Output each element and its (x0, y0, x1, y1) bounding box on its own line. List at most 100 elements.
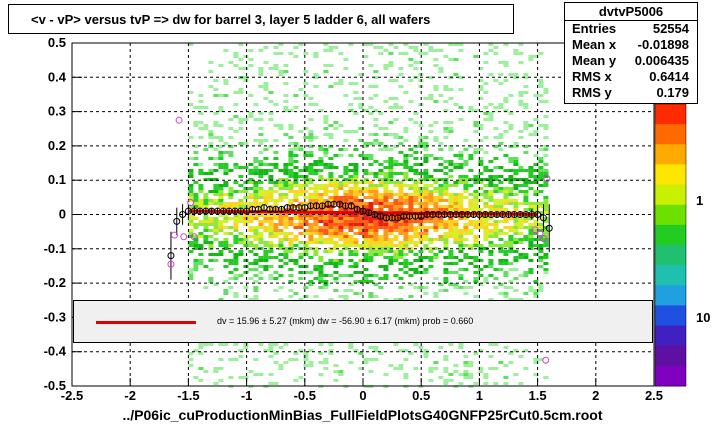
heatmap-cell (413, 208, 419, 211)
heatmap-cell (213, 169, 219, 172)
heatmap-cell (333, 265, 339, 268)
heatmap-cell (343, 223, 349, 226)
heatmap-cell (428, 208, 434, 211)
heatmap-cell (453, 43, 459, 46)
heatmap-cell (448, 283, 454, 286)
heatmap-cell (273, 157, 279, 160)
heatmap-cell (508, 199, 514, 202)
heatmap-cell (423, 145, 429, 148)
heatmap-cell (203, 229, 209, 232)
heatmap-cell (493, 223, 499, 226)
heatmap-cell (468, 220, 474, 223)
heatmap-cell (243, 205, 249, 208)
heatmap-cell (318, 208, 324, 211)
heatmap-cell (223, 232, 229, 235)
heatmap-cell (313, 250, 319, 253)
heatmap-cell (393, 97, 399, 100)
heatmap-cell (518, 190, 524, 193)
heatmap-cell (363, 247, 369, 250)
heatmap-cell (408, 196, 414, 199)
heatmap-cell (283, 82, 289, 85)
heatmap-cell (508, 190, 514, 193)
heatmap-cell (533, 289, 539, 292)
heatmap-cell (403, 163, 409, 166)
heatmap-cell (278, 244, 284, 247)
heatmap-cell (408, 262, 414, 265)
heatmap-cell (433, 121, 439, 124)
heatmap-cell (213, 94, 219, 97)
heatmap-cell (278, 181, 284, 184)
heatmap-cell (333, 199, 339, 202)
heatmap-cell (503, 64, 509, 67)
heatmap-cell (308, 247, 314, 250)
heatmap-cell (293, 223, 299, 226)
heatmap-cell (353, 250, 359, 253)
heatmap-cell (538, 256, 544, 259)
heatmap-cell (363, 226, 369, 229)
heatmap-cell (478, 259, 484, 262)
heatmap-cell (208, 172, 214, 175)
heatmap-cell (243, 190, 249, 193)
heatmap-cell (218, 124, 224, 127)
heatmap-cell (328, 229, 334, 232)
heatmap-cell (483, 151, 489, 154)
heatmap-cell (448, 193, 454, 196)
heatmap-cell (388, 106, 394, 109)
heatmap-cell (313, 55, 319, 58)
heatmap-cell (528, 235, 534, 238)
heatmap-cell (463, 373, 469, 376)
heatmap-cell (293, 166, 299, 169)
heatmap-cell (488, 343, 494, 346)
heatmap-cell (538, 205, 544, 208)
heatmap-cell (473, 235, 479, 238)
heatmap-cell (363, 229, 369, 232)
heatmap-cell (378, 244, 384, 247)
heatmap-cell (193, 226, 199, 229)
heatmap-cell (373, 346, 379, 349)
heatmap-cell (278, 346, 284, 349)
heatmap-cell (238, 190, 244, 193)
heatmap-cell (433, 223, 439, 226)
heatmap-cell (298, 376, 304, 379)
heatmap-cell (468, 184, 474, 187)
heatmap-cell (418, 226, 424, 229)
heatmap-cell (373, 187, 379, 190)
heatmap-cell (538, 286, 544, 289)
heatmap-cell (403, 259, 409, 262)
heatmap-cell (393, 274, 399, 277)
heatmap-cell (333, 247, 339, 250)
heatmap-cell (423, 232, 429, 235)
heatmap-cell (313, 247, 319, 250)
heatmap-cell (298, 223, 304, 226)
heatmap-cell (368, 97, 374, 100)
heatmap-cell (478, 172, 484, 175)
heatmap-cell (413, 244, 419, 247)
heatmap-cell (453, 154, 459, 157)
heatmap-cell (368, 253, 374, 256)
heatmap-cell (263, 193, 269, 196)
heatmap-cell (413, 259, 419, 262)
heatmap-cell (228, 202, 234, 205)
heatmap-cell (288, 142, 294, 145)
x-tick-label: 2.5 (645, 388, 663, 403)
heatmap-cell (283, 196, 289, 199)
heatmap-cell (483, 193, 489, 196)
heatmap-cell (288, 241, 294, 244)
heatmap-cell (508, 217, 514, 220)
heatmap-cell (403, 199, 409, 202)
heatmap-cell (443, 187, 449, 190)
heatmap-cell (543, 229, 549, 232)
heatmap-cell (498, 208, 504, 211)
heatmap-cell (458, 196, 464, 199)
heatmap-cell (428, 367, 434, 370)
heatmap-cell (258, 139, 264, 142)
heatmap-cell (483, 229, 489, 232)
heatmap-cell (433, 253, 439, 256)
heatmap-cell (538, 223, 544, 226)
heatmap-cell (343, 58, 349, 61)
heatmap-cell (373, 70, 379, 73)
heatmap-cell (338, 181, 344, 184)
heatmap-cell (273, 361, 279, 364)
heatmap-cell (233, 205, 239, 208)
heatmap-cell (188, 223, 194, 226)
